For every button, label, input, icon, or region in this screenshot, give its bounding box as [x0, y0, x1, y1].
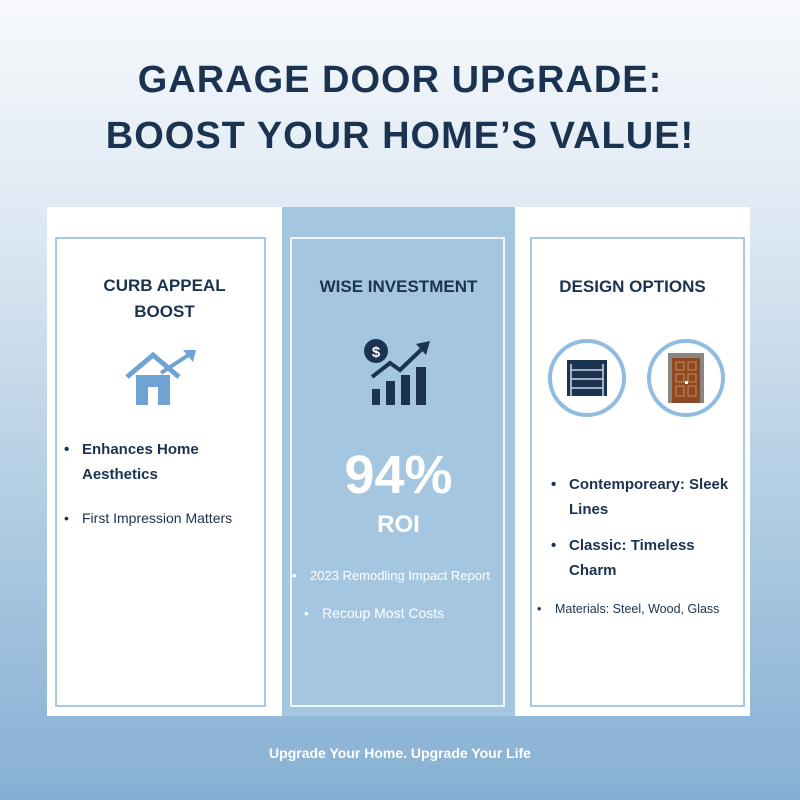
card-heading: CURB APPEAL BOOST: [47, 273, 282, 325]
dollar-chart-growth-icon: $: [364, 339, 430, 405]
card-heading: WISE INVESTMENT: [319, 277, 478, 296]
wooden-door-icon: [647, 339, 725, 417]
card-heading: DESIGN OPTIONS: [559, 277, 706, 296]
svg-text:$: $: [372, 344, 381, 361]
card-design-options: DESIGN OPTIONS Contemporeary: Sleek Line…: [515, 207, 750, 716]
card-border: [290, 237, 505, 707]
title-line-1: GARAGE DOOR UPGRADE:: [137, 59, 663, 101]
bullet: 2023 Remodling Impact Report: [292, 563, 490, 588]
bullet: Materials: Steel, Wood, Glass: [537, 597, 719, 622]
bullet: Classic: Timeless Charm: [551, 533, 719, 583]
card-border: [55, 237, 266, 707]
card-heading-line-2: BOOST: [134, 302, 195, 321]
card-curb-appeal: CURB APPEAL BOOST Enhances Home Aesthetic…: [47, 207, 282, 716]
bullet: Enhances Home Aesthetics: [64, 437, 262, 487]
bullet: Contemporeary: Sleek Lines: [551, 472, 739, 522]
bullet: First Impression Matters: [64, 506, 232, 531]
roi-label: ROI: [377, 511, 420, 538]
card-border: [530, 237, 745, 707]
garage-door-icon: [548, 339, 626, 417]
roi-stat: 94%: [344, 445, 453, 505]
card-wise-investment: WISE INVESTMENT $ 94% ROI 2023 Remodling…: [282, 207, 515, 716]
title-line-2: BOOST YOUR HOME’S VALUE!: [105, 115, 695, 157]
house-growth-icon: [125, 350, 196, 405]
footer-tagline: Upgrade Your Home. Upgrade Your Life: [269, 745, 531, 761]
page-title: GARAGE DOOR UPGRADE: BOOST YOUR HOME’S V…: [0, 52, 800, 164]
bullet: Recoup Most Costs: [304, 601, 444, 626]
card-heading-line-1: CURB APPEAL: [103, 276, 226, 295]
